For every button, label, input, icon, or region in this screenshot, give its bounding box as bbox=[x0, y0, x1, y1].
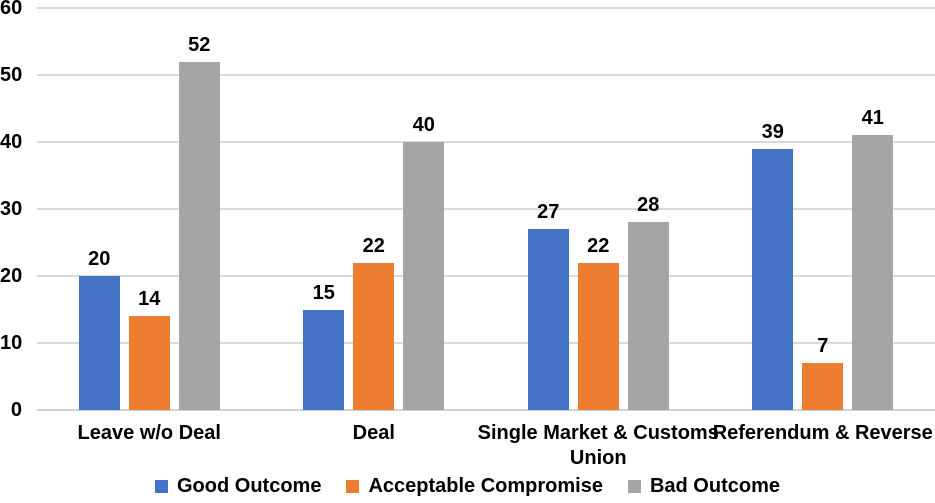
bar-value-label: 15 bbox=[312, 281, 335, 304]
gridline bbox=[37, 208, 935, 210]
bar-wrap: 39 bbox=[752, 122, 794, 410]
gridline bbox=[37, 7, 935, 9]
bar-wrap: 28 bbox=[627, 195, 669, 410]
bar-good-outcome bbox=[78, 276, 120, 410]
bar-bad-outcome bbox=[403, 142, 445, 410]
bar-bad-outcome bbox=[178, 61, 220, 410]
bar-value-label: 20 bbox=[88, 248, 111, 270]
bar-wrap: 7 bbox=[802, 336, 844, 410]
category-label: Referendum & Reverse bbox=[712, 422, 933, 444]
bar-value-label: 22 bbox=[362, 234, 385, 257]
gridline bbox=[37, 74, 935, 76]
legend-swatch-good-outcome bbox=[155, 479, 168, 493]
gridline bbox=[37, 342, 935, 344]
bar-wrap: 15 bbox=[303, 283, 345, 410]
bar-wrap: 40 bbox=[403, 115, 445, 410]
bar-value-label: 7 bbox=[817, 335, 829, 358]
bar-wrap: 22 bbox=[353, 236, 395, 410]
legend-item: Bad Outcome bbox=[627, 475, 780, 497]
category-label: Leave w/o Deal bbox=[77, 422, 221, 444]
bar-acceptable-compromise bbox=[577, 262, 619, 410]
bar-good-outcome bbox=[752, 148, 794, 410]
bar-group: 27 22 28 bbox=[486, 8, 711, 410]
bar-group: 15 22 40 bbox=[262, 8, 487, 410]
bar-value-label: 28 bbox=[637, 194, 660, 217]
bar-value-label: 39 bbox=[761, 120, 784, 143]
bar-wrap: 20 bbox=[78, 249, 120, 410]
y-tick-label: 10 bbox=[0, 332, 23, 354]
bar-bad-outcome bbox=[627, 222, 669, 410]
legend-swatch-bad-outcome bbox=[627, 479, 641, 493]
bar-acceptable-compromise bbox=[353, 262, 395, 410]
gridline bbox=[37, 275, 935, 277]
bar-value-label: 41 bbox=[861, 107, 884, 130]
category-label: Deal bbox=[352, 422, 395, 444]
legend-label: Acceptable Compromise bbox=[368, 475, 603, 497]
y-tick-label: 50 bbox=[0, 64, 23, 86]
legend-item: Good Outcome bbox=[155, 475, 321, 497]
y-tick-label: 20 bbox=[0, 265, 23, 287]
bar-value-label: 14 bbox=[138, 288, 161, 311]
plot-area: 20 14 52 15 22 40 27 22 28 39 7 41 bbox=[37, 7, 935, 411]
bar-value-label: 52 bbox=[188, 33, 211, 56]
bar-group: 20 14 52 bbox=[37, 8, 262, 410]
y-tick-label: 60 bbox=[0, 0, 23, 19]
category-label: Single Market & Customs Union bbox=[477, 422, 719, 469]
y-axis: 0 10 20 30 40 50 60 bbox=[0, 0, 23, 420]
y-tick-label: 30 bbox=[0, 198, 23, 220]
legend-swatch-acceptable-compromise bbox=[346, 479, 360, 493]
y-tick-label: 40 bbox=[0, 131, 23, 153]
gridline bbox=[37, 141, 935, 143]
bar-value-label: 22 bbox=[587, 234, 610, 257]
x-axis: Leave w/o Deal Deal Single Market & Custom… bbox=[37, 421, 935, 473]
bar-bad-outcome bbox=[852, 135, 894, 410]
x-axis-line bbox=[37, 409, 935, 411]
bar-good-outcome bbox=[303, 309, 345, 410]
bar-acceptable-compromise bbox=[128, 316, 170, 410]
bar-value-label: 27 bbox=[537, 201, 560, 224]
bar-wrap: 52 bbox=[178, 35, 220, 410]
legend-label: Bad Outcome bbox=[649, 475, 780, 497]
bar-wrap: 41 bbox=[852, 108, 894, 410]
legend-item: Acceptable Compromise bbox=[346, 475, 603, 497]
bar-good-outcome bbox=[527, 229, 569, 410]
legend: Good Outcome Acceptable Compromise Bad Out… bbox=[0, 475, 935, 497]
bar-value-label: 40 bbox=[412, 114, 435, 136]
bar-wrap: 22 bbox=[577, 236, 619, 410]
bar-wrap: 14 bbox=[128, 289, 170, 410]
bar-acceptable-compromise bbox=[802, 363, 844, 410]
legend-label: Good Outcome bbox=[177, 475, 322, 497]
bar-group: 39 7 41 bbox=[711, 8, 935, 410]
bar-wrap: 27 bbox=[527, 202, 569, 410]
y-tick-label: 0 bbox=[10, 399, 22, 421]
